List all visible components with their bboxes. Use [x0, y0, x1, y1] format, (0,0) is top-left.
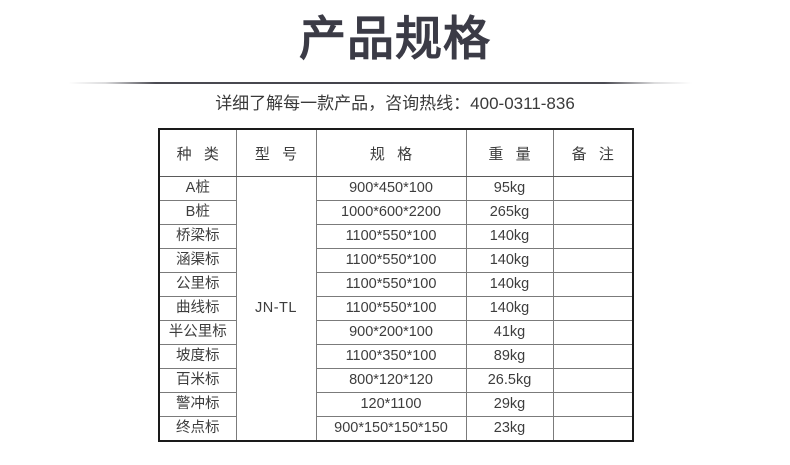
table-row: 半公里标 900*200*100 41kg	[158, 320, 634, 345]
cell-spec: 900*450*100	[315, 176, 467, 201]
table-row: B桩 1000*600*2200 265kg	[158, 200, 634, 225]
table-row: 涵渠标 1100*550*100 140kg	[158, 248, 634, 273]
cell-remark	[552, 176, 634, 201]
cell-spec: 900*200*100	[315, 320, 467, 345]
table-row: 警冲标 120*1100 29kg	[158, 392, 634, 417]
table-row: 桥梁标 1100*550*100 140kg	[158, 224, 634, 249]
column-header-remark: 备 注	[552, 128, 634, 177]
column-header-weight: 重 量	[465, 128, 554, 177]
cell-weight: 23kg	[465, 416, 554, 442]
page-subtitle: 详细了解每一款产品，咨询热线：400-0311-836	[215, 94, 575, 113]
cell-spec: 1100*550*100	[315, 248, 467, 273]
cell-spec: 120*1100	[315, 392, 467, 417]
title-block: 产品规格	[0, 12, 790, 68]
title-divider	[68, 82, 692, 84]
table-row: 公里标 1100*550*100 140kg	[158, 272, 634, 297]
cell-kind: 公里标	[158, 272, 237, 297]
cell-weight: 95kg	[465, 176, 554, 201]
cell-spec: 1100*350*100	[315, 344, 467, 369]
table-row: 百米标 800*120*120 26.5kg	[158, 368, 634, 393]
cell-weight: 29kg	[465, 392, 554, 417]
cell-remark	[552, 320, 634, 345]
table-body: A桩 JN-TL 900*450*100 95kg B桩 1000*600*2200 265…	[158, 176, 634, 442]
cell-spec: 1100*550*100	[315, 224, 467, 249]
table-header-row: 种 类 型 号 规 格 重 量 备 注	[158, 128, 634, 177]
table-row: 曲线标 1100*550*100 140kg	[158, 296, 634, 321]
cell-remark	[552, 272, 634, 297]
cell-kind: 曲线标	[158, 296, 237, 321]
cell-spec: 1000*600*2200	[315, 200, 467, 225]
cell-kind: B桩	[158, 200, 237, 225]
cell-kind: 警冲标	[158, 392, 237, 417]
column-header-kind: 种 类	[158, 128, 237, 177]
cell-weight: 26.5kg	[465, 368, 554, 393]
cell-kind: 桥梁标	[158, 224, 237, 249]
cell-remark	[552, 200, 634, 225]
cell-spec: 800*120*120	[315, 368, 467, 393]
cell-remark	[552, 296, 634, 321]
cell-kind: 终点标	[158, 416, 237, 442]
cell-weight: 140kg	[465, 296, 554, 321]
cell-remark	[552, 416, 634, 442]
cell-spec: 900*150*150*150	[315, 416, 467, 442]
cell-remark	[552, 224, 634, 249]
column-header-spec: 规 格	[315, 128, 467, 177]
cell-weight: 89kg	[465, 344, 554, 369]
table-row: 坡度标 1100*350*100 89kg	[158, 344, 634, 369]
cell-weight: 41kg	[465, 320, 554, 345]
cell-weight: 265kg	[465, 200, 554, 225]
cell-kind: 涵渠标	[158, 248, 237, 273]
cell-remark	[552, 392, 634, 417]
cell-weight: 140kg	[465, 224, 554, 249]
cell-kind: 百米标	[158, 368, 237, 393]
cell-kind: 坡度标	[158, 344, 237, 369]
spec-table-container: 种 类 型 号 规 格 重 量 备 注 A桩 JN-TL 900*450*100 95…	[158, 128, 634, 442]
product-spec-table: 种 类 型 号 规 格 重 量 备 注 A桩 JN-TL 900*450*100 95…	[158, 128, 634, 442]
cell-spec: 1100*550*100	[315, 272, 467, 297]
table-row: A桩 JN-TL 900*450*100 95kg	[158, 176, 634, 442]
column-header-model: 型 号	[235, 128, 317, 177]
cell-remark	[552, 368, 634, 393]
cell-remark	[552, 344, 634, 369]
cell-weight: 140kg	[465, 272, 554, 297]
cell-spec: 1100*550*100	[315, 296, 467, 321]
cell-model-merged: JN-TL	[235, 176, 317, 442]
page-title: 产品规格	[299, 12, 491, 67]
table-row: 终点标 900*150*150*150 23kg	[158, 416, 634, 442]
cell-remark	[552, 248, 634, 273]
table-header: 种 类 型 号 规 格 重 量 备 注	[158, 128, 634, 177]
cell-kind: 半公里标	[158, 320, 237, 345]
cell-kind: A桩	[158, 176, 237, 201]
cell-weight: 140kg	[465, 248, 554, 273]
